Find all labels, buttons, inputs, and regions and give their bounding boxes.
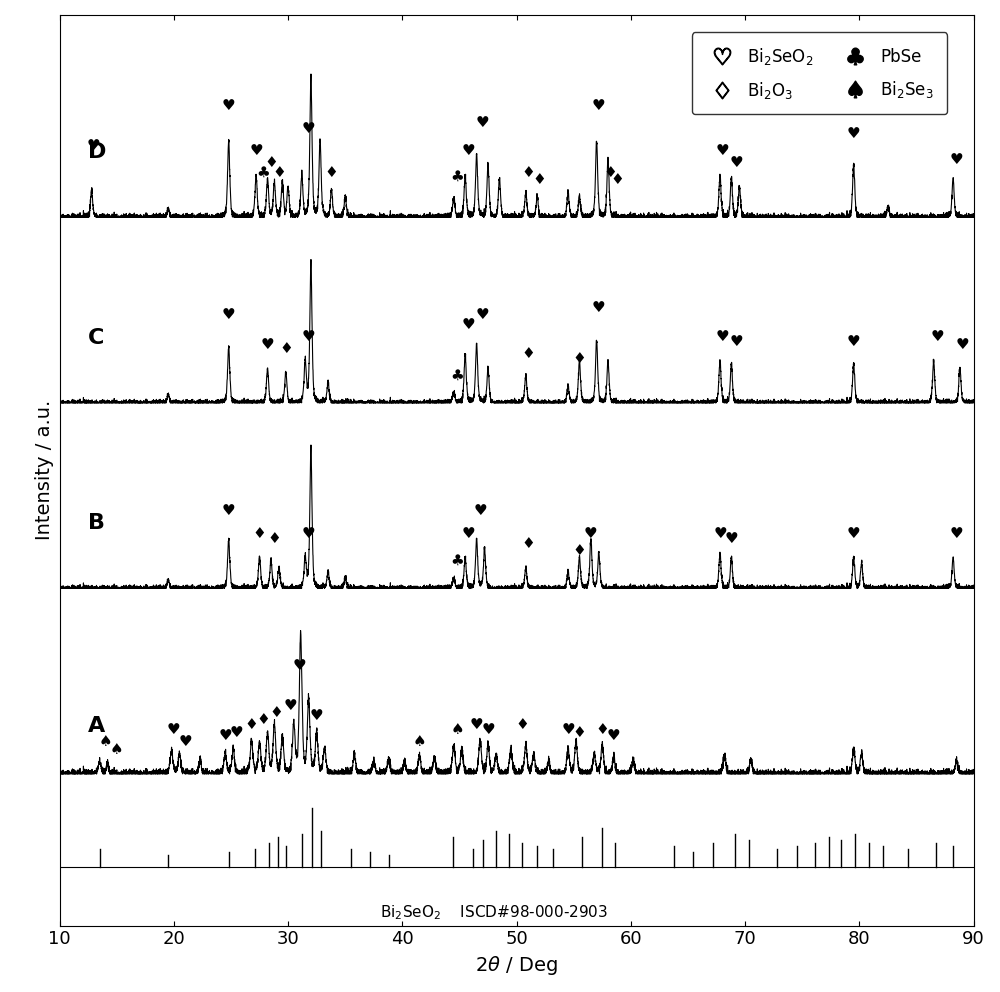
Text: ♥: ♥ xyxy=(729,334,743,349)
Text: ♥: ♥ xyxy=(584,526,598,541)
Text: ♦: ♦ xyxy=(573,351,586,366)
Text: ♦: ♦ xyxy=(573,725,586,740)
Text: ♦: ♦ xyxy=(515,716,529,732)
Text: ♥: ♥ xyxy=(462,317,475,332)
Text: ♦: ♦ xyxy=(264,155,278,171)
Text: ♥: ♥ xyxy=(715,328,729,344)
Text: ♥: ♥ xyxy=(261,337,274,352)
Text: ♣: ♣ xyxy=(450,554,464,568)
Text: ♣: ♣ xyxy=(450,169,464,184)
Text: ♥: ♥ xyxy=(178,733,192,749)
Text: ♥: ♥ xyxy=(284,698,297,713)
Text: ♦: ♦ xyxy=(325,166,338,181)
Text: ♥: ♥ xyxy=(592,98,606,113)
Text: ♦: ♦ xyxy=(272,166,286,181)
Text: ♥: ♥ xyxy=(955,337,969,352)
Text: ♥: ♥ xyxy=(302,526,315,541)
Text: ♦: ♦ xyxy=(270,705,283,720)
Legend: Bi$_2$SeO$_2$, Bi$_2$O$_3$, PbSe, Bi$_2$Se$_3$: Bi$_2$SeO$_2$, Bi$_2$O$_3$, PbSe, Bi$_2$… xyxy=(692,33,947,114)
Text: ♥: ♥ xyxy=(476,307,489,321)
Text: ♥: ♥ xyxy=(729,155,743,171)
Text: ♥: ♥ xyxy=(302,328,315,344)
Text: ♦: ♦ xyxy=(603,166,617,181)
Text: ♥: ♥ xyxy=(930,328,944,344)
Text: ♥: ♥ xyxy=(847,126,860,142)
Text: ♥: ♥ xyxy=(950,152,963,167)
Text: ♥: ♥ xyxy=(230,725,243,740)
Text: ♥: ♥ xyxy=(167,722,181,737)
Text: ♥: ♥ xyxy=(713,526,727,541)
Text: ♣: ♣ xyxy=(450,368,464,383)
Text: ♥: ♥ xyxy=(310,708,323,723)
Text: ♥: ♥ xyxy=(222,98,235,113)
Text: ♥: ♥ xyxy=(222,307,235,321)
Text: ♥: ♥ xyxy=(462,143,475,159)
Text: ♥: ♥ xyxy=(592,301,606,315)
Text: ♥: ♥ xyxy=(476,115,489,130)
Text: B: B xyxy=(88,513,105,534)
Text: ♦: ♦ xyxy=(245,716,258,732)
Text: ♠: ♠ xyxy=(413,733,426,749)
Text: ♥: ♥ xyxy=(481,722,495,737)
Text: ♠: ♠ xyxy=(450,722,464,737)
Text: ♦: ♦ xyxy=(573,543,586,558)
Text: ♦: ♦ xyxy=(595,722,609,737)
Text: ♦: ♦ xyxy=(521,166,535,181)
Text: ♥: ♥ xyxy=(607,728,621,743)
Text: ♥: ♥ xyxy=(561,722,575,737)
X-axis label: 2$\theta$ / Deg: 2$\theta$ / Deg xyxy=(475,954,558,977)
Text: ♦: ♦ xyxy=(533,172,546,187)
Text: ♦: ♦ xyxy=(521,537,535,552)
Text: ♦: ♦ xyxy=(256,711,270,726)
Text: ♥: ♥ xyxy=(249,143,263,159)
Text: ♦: ♦ xyxy=(253,526,266,541)
Text: ♥: ♥ xyxy=(847,334,860,349)
Text: ♠: ♠ xyxy=(98,733,112,749)
Text: ♦: ♦ xyxy=(610,172,624,187)
Text: ♥: ♥ xyxy=(87,138,101,154)
Text: ♥: ♥ xyxy=(725,531,738,547)
Text: ♦: ♦ xyxy=(279,340,293,355)
Text: Bi$_2$SeO$_2$    ISCD#98-000-2903: Bi$_2$SeO$_2$ ISCD#98-000-2903 xyxy=(380,904,608,923)
Text: ♥: ♥ xyxy=(847,526,860,541)
Text: ♥: ♥ xyxy=(950,526,963,541)
Text: ♥: ♥ xyxy=(302,121,315,137)
Y-axis label: Intensity / a.u.: Intensity / a.u. xyxy=(35,400,54,541)
Text: ♠: ♠ xyxy=(110,742,123,757)
Text: ♦: ♦ xyxy=(521,345,535,361)
Text: C: C xyxy=(88,327,104,348)
Text: A: A xyxy=(88,715,105,736)
Text: D: D xyxy=(88,142,106,163)
Text: ♥: ♥ xyxy=(715,143,729,159)
Text: ♣: ♣ xyxy=(256,166,270,181)
Text: ♥: ♥ xyxy=(218,728,232,743)
Text: ♦: ♦ xyxy=(268,531,281,547)
Text: ♥: ♥ xyxy=(473,503,487,518)
Text: ♥: ♥ xyxy=(222,503,235,518)
Text: ♥: ♥ xyxy=(293,658,306,673)
Text: ♥: ♥ xyxy=(462,526,475,541)
Text: ♥: ♥ xyxy=(470,716,483,732)
